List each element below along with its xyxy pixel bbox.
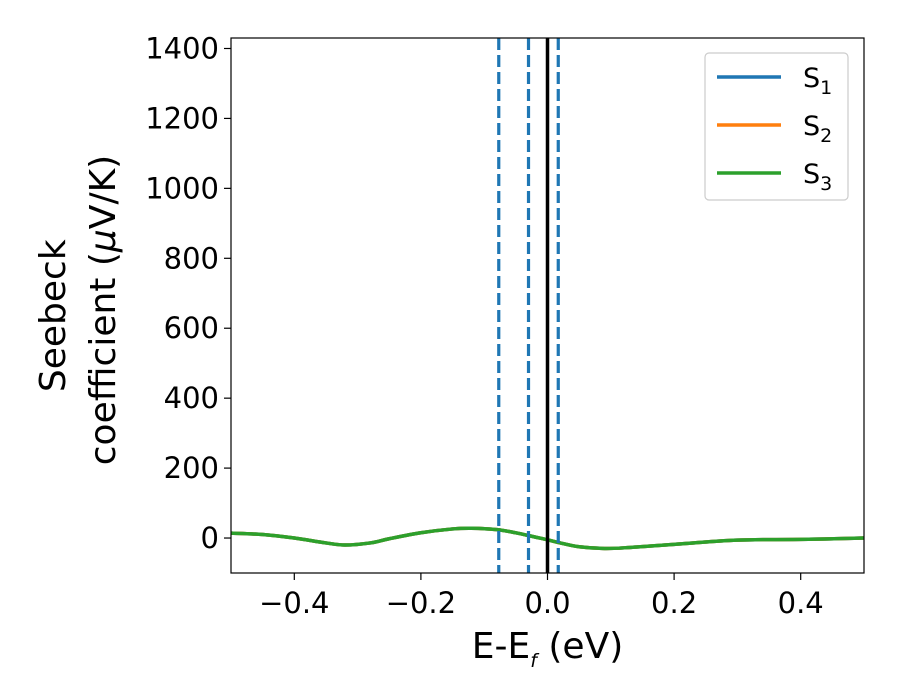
y-tick-label: 1000 xyxy=(145,171,219,205)
x-tick-label: 0.2 xyxy=(651,586,697,620)
plot-marks xyxy=(231,38,864,573)
y-tick-label: 600 xyxy=(164,311,219,345)
x-tick-label: 0.0 xyxy=(524,586,570,620)
legend-label-s1: S1 xyxy=(803,63,832,99)
y-tick-label: 200 xyxy=(164,451,219,485)
y-tick-label: 400 xyxy=(164,381,219,415)
y-tick-label: 0 xyxy=(201,521,219,555)
series-line-s3 xyxy=(231,526,864,551)
x-tick-label: −0.2 xyxy=(386,586,456,620)
y-tick-label: 1200 xyxy=(145,101,219,135)
legend-label-s3: S3 xyxy=(803,159,832,195)
y-axis-label: Seebeck coefficient (μV/K) xyxy=(33,155,124,465)
x-tick-label: 0.4 xyxy=(778,586,824,620)
x-axis-label: E-Ef (eV) xyxy=(472,626,624,672)
legend-label-s2: S2 xyxy=(803,111,832,147)
axis-ticks: −0.4 −0.2 0.0 0.2 0.4 0 200 400 600 800 1000 1200 14… xyxy=(145,31,824,620)
y-tick-label: 800 xyxy=(164,241,219,275)
y-tick-label: 1400 xyxy=(145,31,219,65)
x-tick-label: −0.4 xyxy=(259,586,329,620)
legend: S1 S2 S3 xyxy=(704,52,849,201)
